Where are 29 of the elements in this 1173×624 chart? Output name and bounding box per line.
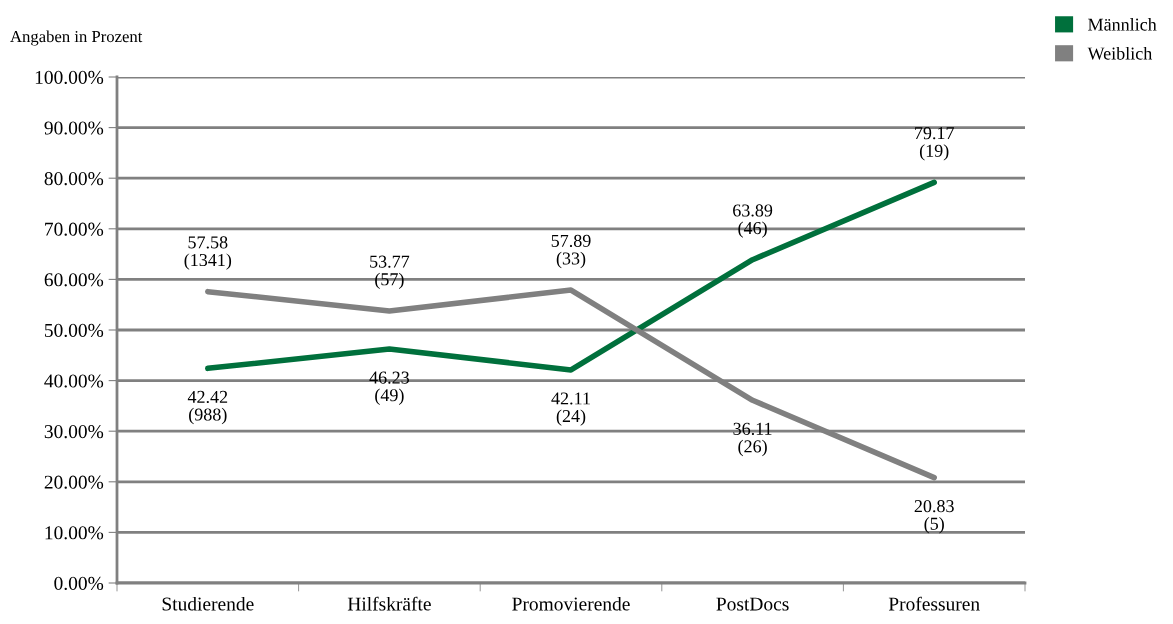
data-label: 63.89 (46) <box>733 204 773 238</box>
data-label: 42.11 (24) <box>551 392 590 426</box>
data-label: 20.83 (5) <box>914 500 954 534</box>
data-label: 79.17 (19) <box>915 127 954 161</box>
y-tick-label: 80.00% <box>44 172 104 186</box>
y-tick-label: 30.00% <box>44 425 104 439</box>
x-tick-label: PostDocs <box>716 597 789 611</box>
y-tick-label: 90.00% <box>44 121 104 135</box>
legend-label: Weiblich <box>1087 46 1153 60</box>
x-tick-label: Hilfskräfte <box>347 596 431 611</box>
y-tick-label: 100.00% <box>35 70 104 85</box>
data-label: 53.77 (57) <box>370 255 410 290</box>
y-tick-label: 10.00% <box>45 526 104 540</box>
x-tick-label: Professuren <box>888 596 980 611</box>
data-label: 46.23 (49) <box>369 371 410 405</box>
data-label: 36.11 (26) <box>733 422 772 457</box>
y-axis-title: Angaben in Prozent <box>10 30 143 46</box>
legend-label: Männlich <box>1088 17 1157 31</box>
data-label: 57.58 (1341) <box>184 236 232 270</box>
y-tick-label: 20.00% <box>44 475 104 489</box>
y-tick-label: 0.00% <box>54 576 104 591</box>
data-label: 57.89 (33) <box>551 234 591 269</box>
y-tick-label: 70.00% <box>45 222 104 236</box>
x-tick-label: Studierende <box>162 596 254 611</box>
y-tick-label: 60.00% <box>44 273 104 287</box>
y-tick-label: 50.00% <box>44 323 104 338</box>
y-tick-label: 40.00% <box>44 374 104 388</box>
data-label: 42.42 (988) <box>187 390 228 425</box>
x-tick-label: Promovierende <box>512 596 630 611</box>
